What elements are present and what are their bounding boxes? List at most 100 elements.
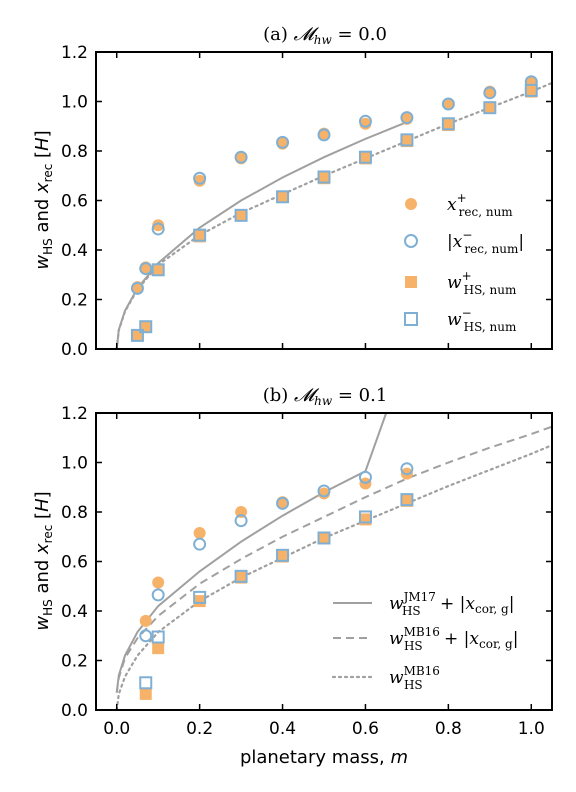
- panel-a-ylabel: wHS and xrec [H]: [32, 130, 55, 269]
- data-point-x-rec-minus: [151, 588, 165, 602]
- data-point-w-hs-minus: [400, 493, 414, 507]
- data-point-w-hs-minus: [317, 170, 331, 184]
- legend-label-x-rec-plus: x+ rec, num: [447, 191, 513, 219]
- y-tick-label: 0.0: [61, 340, 88, 360]
- y-tick-label: 1.0: [61, 93, 88, 113]
- data-point-w-hs-plus: [442, 119, 455, 132]
- legend-marker-filled-circle: [405, 198, 417, 210]
- y-tick-label: 0.4: [61, 602, 88, 622]
- data-point-w-hs-minus: [193, 590, 207, 604]
- data-point-x-rec-plus: [442, 97, 455, 110]
- data-point-w-hs-plus: [359, 152, 372, 165]
- data-point-x-rec-minus: [317, 128, 331, 142]
- data-point-w-hs-plus: [139, 320, 152, 333]
- x-axis-label: planetary mass, m: [240, 747, 408, 768]
- panel-b-title: (b) 𝓜hw = 0.1: [263, 385, 388, 408]
- data-point-x-rec-plus: [152, 219, 165, 232]
- y-tick-label: 0.6: [61, 553, 88, 573]
- legend-marker-open-square: [404, 312, 418, 326]
- data-point-w-hs-minus: [151, 263, 165, 277]
- data-point-w-hs-minus: [358, 150, 372, 164]
- y-tick-label: 0.6: [61, 192, 88, 212]
- legend-label-mb16-cor: wMB16 HS + |xcor, g|: [389, 625, 518, 653]
- data-point-x-rec-plus: [193, 527, 206, 540]
- data-point-x-rec-minus: [234, 514, 248, 528]
- data-point-w-hs-minus: [441, 117, 455, 131]
- legend-label-w-hs-minus: w− HS, num: [447, 306, 517, 334]
- data-point-x-rec-minus: [139, 629, 153, 643]
- data-point-w-hs-plus: [359, 513, 372, 526]
- data-point-w-hs-minus: [139, 320, 153, 334]
- x-tick-label: 0.2: [186, 719, 213, 739]
- data-point-x-rec-minus: [130, 281, 144, 295]
- data-point-x-rec-minus: [276, 135, 290, 149]
- data-point-x-rec-minus: [139, 262, 153, 276]
- y-tick-label: 1.0: [61, 454, 88, 474]
- data-point-x-rec-minus: [483, 86, 497, 100]
- data-point-w-hs-minus: [276, 190, 290, 204]
- y-tick-label: 0.4: [61, 241, 88, 261]
- legend-label-x-rec-minus: |x− rec, num|: [447, 228, 524, 256]
- data-point-w-hs-minus: [234, 569, 248, 583]
- panel-a-frame: [95, 51, 553, 350]
- legend-label-jm17: wJM17 HS + |xcor, g|: [389, 590, 514, 618]
- data-point-x-rec-plus: [152, 576, 165, 589]
- y-tick-label: 0.2: [61, 652, 88, 672]
- data-point-w-hs-minus: [139, 676, 153, 690]
- data-point-w-hs-plus: [235, 571, 248, 584]
- data-point-w-hs-minus: [276, 548, 290, 562]
- data-point-w-hs-minus: [358, 510, 372, 524]
- data-point-x-rec-minus: [400, 111, 414, 125]
- data-point-w-hs-minus: [193, 228, 207, 242]
- data-point-w-hs-minus: [483, 101, 497, 115]
- data-point-x-rec-minus: [317, 484, 331, 498]
- curve-dashed: [115, 425, 552, 693]
- data-point-w-hs-plus: [193, 595, 206, 608]
- data-point-w-hs-plus: [193, 230, 206, 243]
- data-point-x-rec-minus: [276, 496, 290, 510]
- data-point-x-rec-minus: [151, 222, 165, 236]
- data-point-x-rec-plus: [139, 614, 152, 627]
- data-point-w-hs-minus: [317, 531, 331, 545]
- panel-a-legend: x+ rec, num |x− rec, num| w+ HS, num w− HS, …: [404, 191, 524, 334]
- panel-b-frame: [95, 412, 553, 711]
- x-tick-label: 0.0: [103, 719, 130, 739]
- x-tick-label: 0.4: [269, 719, 296, 739]
- y-tick-label: 0.8: [61, 142, 88, 162]
- y-tick-label: 0.2: [61, 291, 88, 311]
- data-point-x-rec-minus: [193, 537, 207, 551]
- legend-marker-open-circle: [404, 234, 418, 248]
- data-point-w-hs-plus: [152, 642, 165, 655]
- panel-a-title: (a) 𝓜hw = 0.0: [263, 24, 387, 47]
- panel-b: (b) 𝓜hw = 0.1 0.0 0.2 0.4 0.6 0.8 1.0 0.0 0.2 0.…: [32, 385, 553, 739]
- curve-dotted: [115, 444, 552, 710]
- data-point-w-hs-minus: [524, 83, 538, 97]
- panel-b-legend: wJM17 HS + |xcor, g| wMB16 HS + |xcor, g| …: [331, 590, 518, 692]
- data-point-x-rec-minus: [358, 470, 372, 484]
- data-point-x-rec-minus: [193, 171, 207, 185]
- data-point-x-rec-minus: [358, 114, 372, 128]
- legend-marker-filled-square: [405, 276, 417, 288]
- y-tick-label: 1.2: [61, 43, 88, 63]
- data-point-w-hs-plus: [400, 135, 413, 148]
- data-point-w-hs-minus: [400, 133, 414, 147]
- legend-label-w-hs-plus: w+ HS, num: [447, 269, 517, 297]
- data-point-w-hs-minus: [130, 328, 144, 342]
- panel-b-ylabel: wHS and xrec [H]: [32, 491, 55, 630]
- y-tick-label: 0.0: [61, 701, 88, 721]
- data-point-w-hs-plus: [235, 209, 248, 222]
- data-point-x-rec-minus: [441, 97, 455, 111]
- data-point-w-hs-plus: [152, 263, 165, 276]
- y-tick-label: 1.2: [61, 404, 88, 424]
- data-point-w-hs-plus: [318, 172, 330, 185]
- data-point-w-hs-minus: [151, 630, 165, 644]
- data-point-x-rec-minus: [400, 462, 414, 476]
- data-point-w-hs-plus: [139, 687, 152, 700]
- data-point-w-hs-plus: [276, 190, 289, 203]
- y-tick-label: 0.8: [61, 503, 88, 523]
- x-tick-label: 0.6: [352, 719, 379, 739]
- x-tick-label: 1.0: [518, 719, 545, 739]
- data-point-w-hs-plus: [400, 494, 413, 507]
- data-point-w-hs-plus: [483, 101, 496, 114]
